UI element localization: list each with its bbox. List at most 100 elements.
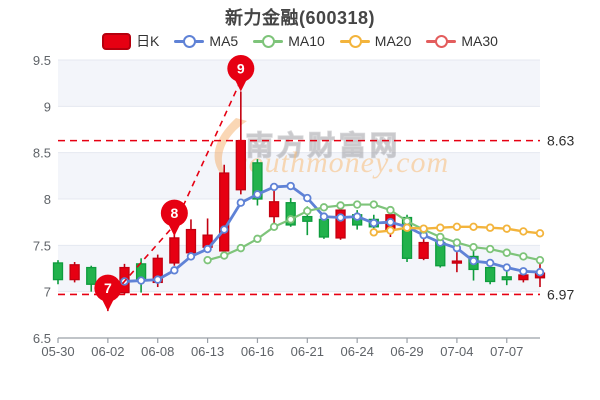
- reference-label: 6.97: [547, 286, 574, 302]
- marker-balloon: [94, 274, 122, 302]
- ma10-point: [352, 200, 362, 209]
- legend-item-dayk[interactable]: 日K: [102, 31, 159, 51]
- x-tick-label: 06-29: [390, 344, 423, 359]
- ma10-point: [386, 205, 395, 215]
- x-tick-label: 06-21: [291, 344, 324, 359]
- candle-body: [484, 266, 496, 283]
- legend: 日K MA5 MA10 MA20 MA30: [0, 31, 600, 51]
- x-tick-label: 07-04: [440, 344, 473, 359]
- y-tick-label: 6.5: [33, 331, 51, 346]
- candle-body: [235, 139, 246, 191]
- ma5-point: [386, 217, 395, 227]
- plot-stripe: [58, 60, 540, 107]
- legend-item-ma10[interactable]: MA10: [253, 33, 325, 49]
- ma5-point: [502, 263, 511, 272]
- ma20-point: [369, 228, 378, 237]
- ma10-point: [485, 244, 495, 254]
- ma5-point: [186, 252, 196, 261]
- marker-label: 8: [170, 205, 178, 221]
- x-tick-label: 07-07: [490, 344, 523, 359]
- y-tick-label: 9: [44, 99, 51, 114]
- ma5-point: [170, 266, 179, 275]
- ma10-point: [519, 252, 528, 261]
- candle-body: [318, 218, 330, 238]
- y-tick-label: 8: [44, 192, 51, 207]
- legend-item-ma20[interactable]: MA20: [339, 33, 412, 49]
- ma5-point: [153, 275, 162, 284]
- candle-body: [302, 215, 313, 222]
- ma20-point: [419, 224, 428, 233]
- ma20-point: [519, 227, 528, 236]
- ma10-point: [535, 255, 545, 265]
- candle-body: [252, 162, 263, 200]
- x-tick-label: 06-08: [141, 344, 174, 359]
- ma10-point: [253, 234, 262, 244]
- marker-label: 7: [104, 280, 112, 296]
- candle-body: [219, 172, 230, 252]
- x-tick-label: 06-24: [341, 344, 374, 359]
- marker-label: 9: [237, 61, 245, 77]
- legend-label: 日K: [136, 33, 160, 49]
- ma20-point: [402, 223, 412, 232]
- x-tick-label: 06-02: [91, 344, 124, 359]
- ma5-point: [352, 212, 362, 221]
- y-tick-label: 7: [44, 285, 51, 300]
- candle-body: [69, 264, 80, 281]
- reference-label: 8.63: [547, 133, 574, 149]
- y-tick-label: 9.5: [33, 53, 51, 68]
- ma10-point: [502, 248, 511, 257]
- line-marker-swatch-icon: [253, 34, 284, 48]
- marker-balloon: [227, 55, 255, 83]
- ma5-point: [336, 213, 345, 222]
- candle-body: [451, 260, 463, 264]
- y-tick-label: 7.5: [33, 238, 51, 253]
- ma10-point: [319, 203, 329, 212]
- ma5-point: [303, 193, 312, 203]
- ma5-point: [286, 181, 295, 191]
- y-tick-label: 8.5: [33, 146, 51, 161]
- line-marker-swatch-icon: [426, 34, 457, 48]
- legend-item-ma30[interactable]: MA30: [426, 33, 498, 49]
- marker-balloon: [160, 199, 188, 227]
- candle-swatch-icon: [102, 32, 132, 50]
- legend-label: MA10: [288, 33, 325, 49]
- ma10-point: [236, 243, 246, 253]
- candle-body: [169, 237, 180, 264]
- legend-label: MA20: [374, 33, 412, 49]
- legend-label: MA30: [461, 33, 498, 49]
- ma20-point: [452, 222, 462, 231]
- ma10-point: [469, 242, 478, 252]
- ma10-point: [336, 201, 345, 210]
- candle-body: [335, 209, 346, 239]
- candle-body: [285, 202, 296, 226]
- ma20-point: [535, 229, 545, 238]
- x-tick-label: 06-13: [191, 344, 224, 359]
- ma5-point: [236, 198, 246, 207]
- ma10-point: [369, 200, 378, 209]
- ma5-point: [253, 190, 262, 199]
- x-tick-label: 05-30: [41, 344, 74, 359]
- candle-body: [86, 266, 97, 285]
- ma10-point: [303, 206, 312, 216]
- candle-body: [268, 201, 280, 218]
- chart-title: 新力金融(600318): [224, 8, 376, 28]
- candle-body: [501, 276, 512, 281]
- ma5-point: [485, 258, 495, 268]
- x-tick-label: 06-16: [241, 344, 274, 359]
- candle-body: [518, 274, 529, 281]
- ma5-point: [319, 212, 329, 221]
- ma20-point: [502, 224, 511, 233]
- ma5-point: [203, 244, 212, 254]
- ma20-point: [485, 223, 495, 232]
- candle-body: [52, 262, 64, 281]
- ma10-point: [286, 215, 295, 224]
- ma5-point: [136, 276, 146, 285]
- ma10-point: [220, 251, 229, 260]
- ma5-point: [519, 267, 528, 276]
- candle-body: [418, 241, 429, 259]
- ma5-point: [535, 268, 545, 277]
- legend-item-ma5[interactable]: MA5: [174, 33, 238, 49]
